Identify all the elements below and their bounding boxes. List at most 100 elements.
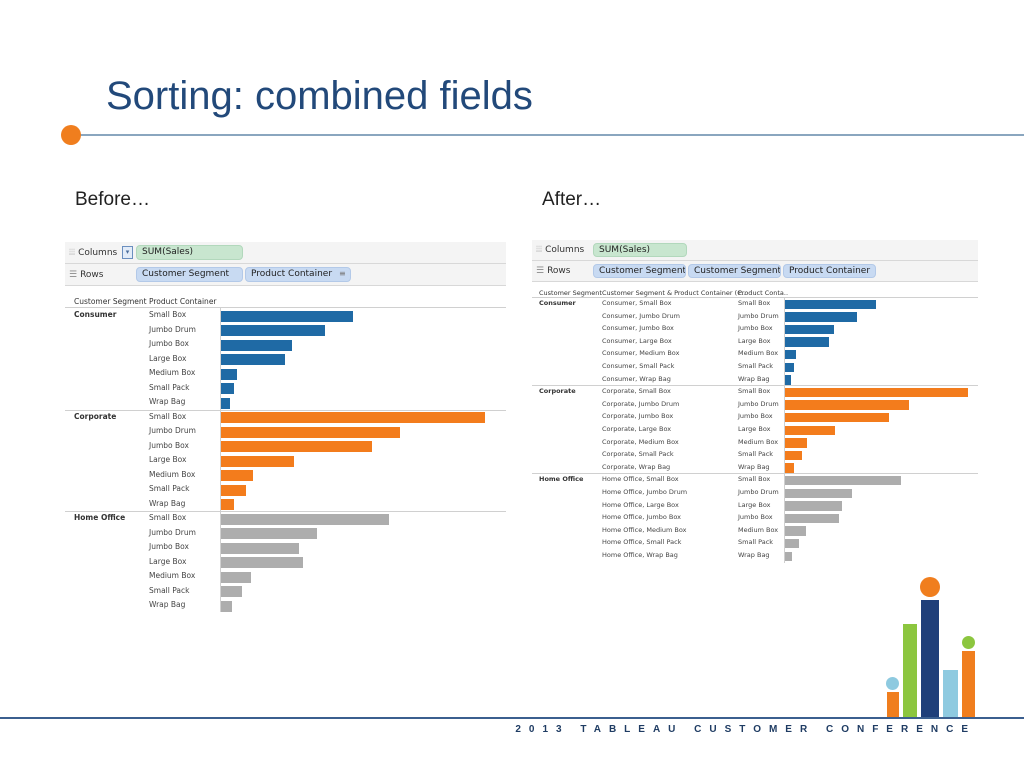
before-worksheet: ⦙⦙⦙ Columns ▾ SUM(Sales) ☰ Rows Customer S…: [65, 242, 506, 612]
combined-label: Consumer, Medium Box: [602, 349, 680, 358]
row-label: Wrap Bag: [738, 374, 770, 383]
segment-divider: [532, 385, 978, 387]
bar: [785, 488, 852, 498]
row-label: Small Pack: [738, 538, 774, 547]
footer-divider: [0, 717, 1024, 719]
rows-pill-combined-field[interactable]: Customer Segment &..: [688, 264, 781, 278]
columns-dropdown-icon[interactable]: ▾: [122, 246, 133, 259]
columns-shelf-label: ⦙⦙⦙ Columns: [69, 248, 117, 258]
rows-pill-customer-segment[interactable]: Customer Segment: [136, 267, 243, 282]
row-label: Jumbo Drum: [738, 399, 779, 408]
row-label: Medium Box: [149, 571, 196, 580]
bar: [785, 513, 839, 524]
combined-label: Home Office, Small Box: [602, 475, 679, 484]
logo-bar: [943, 670, 958, 717]
bar: [785, 324, 834, 335]
combined-label: Corporate, Jumbo Box: [602, 412, 674, 421]
header-divider: [65, 307, 506, 308]
row-label: Large Box: [149, 455, 187, 464]
bar: [221, 383, 234, 394]
segment-label: Home Office: [74, 513, 126, 522]
combined-label: Home Office, Medium Box: [602, 525, 687, 534]
rows-label-text: Rows: [547, 266, 571, 276]
rows-icon: ☰: [536, 266, 545, 276]
segment-label: Consumer: [74, 310, 117, 319]
footer-conference-name: 2013 TABLEAU CUSTOMER CONFERENCE: [515, 724, 976, 735]
row-label: Small Box: [738, 299, 771, 307]
row-label: Small Box: [738, 475, 771, 484]
bar: [785, 526, 806, 536]
rows-pill-customer-segment[interactable]: Customer Segment: [593, 264, 686, 278]
combined-label: Consumer, Small Box: [602, 299, 672, 307]
row-label: Large Box: [149, 353, 187, 363]
bar: [221, 455, 295, 467]
header-customer-segment: Customer Segment: [539, 289, 602, 297]
bar: [785, 551, 792, 561]
row-label: Small Box: [149, 411, 187, 421]
row-label: Large Box: [149, 556, 187, 566]
bar: [785, 438, 807, 448]
segment-label: Consumer: [539, 299, 576, 307]
logo-bar: [887, 692, 899, 717]
row-label: Wrap Bag: [149, 498, 186, 508]
row-label: Small Box: [149, 513, 187, 522]
header-product-container: Product Container: [149, 297, 217, 306]
slide-title: Sorting: combined fields: [106, 74, 533, 118]
header-combined-field: Customer Segment & Product Container (C.…: [602, 289, 746, 297]
bar: [785, 387, 968, 398]
columns-shelf: ⦙⦙⦙ Columns ▾ SUM(Sales): [65, 242, 506, 264]
logo-bar: [962, 651, 975, 717]
columns-label-text: Columns: [78, 248, 118, 258]
row-label: Jumbo Drum: [149, 324, 196, 334]
bar: [785, 538, 799, 549]
bar: [221, 586, 243, 597]
header-divider: [532, 297, 978, 298]
bar: [221, 412, 486, 423]
row-label: Wrap Bag: [738, 462, 770, 471]
rows-pill-product-container[interactable]: Product Container: [245, 267, 351, 282]
row-label: Medium Box: [738, 437, 779, 446]
row-label: Small Pack: [738, 362, 774, 370]
columns-pill-sales[interactable]: SUM(Sales): [136, 245, 243, 260]
columns-icon: ⦙⦙⦙: [536, 245, 543, 255]
bar: [785, 501, 842, 511]
bar: [221, 426, 400, 438]
row-label: Jumbo Drum: [738, 488, 779, 496]
caption-before: Before…: [75, 189, 150, 210]
bar: [221, 513, 389, 525]
row-label: Jumbo Box: [738, 412, 773, 421]
columns-icon: ⦙⦙⦙: [69, 248, 76, 258]
bar: [785, 312, 857, 322]
header-product-container: Product Conta..: [738, 289, 789, 297]
segment-label: Home Office: [539, 475, 584, 484]
row-label: Medium Box: [738, 349, 779, 358]
row-label: Jumbo Drum: [149, 426, 196, 435]
combined-label: Corporate, Large Box: [602, 425, 672, 433]
bar: [221, 528, 318, 539]
logo-dot: [886, 677, 899, 690]
columns-shelf: ⦙⦙⦙ Columns SUM(Sales): [532, 240, 978, 261]
sort-icon[interactable]: ≡: [339, 269, 346, 278]
logo-bar: [921, 600, 939, 717]
row-label: Small Pack: [738, 450, 774, 459]
columns-shelf-label: ⦙⦙⦙ Columns: [536, 245, 584, 255]
segment-label: Corporate: [74, 411, 117, 421]
bar: [785, 349, 796, 360]
segment-divider: [532, 473, 978, 475]
bar: [785, 299, 876, 309]
combined-label: Consumer, Jumbo Drum: [602, 311, 680, 320]
row-label: Small Pack: [149, 382, 190, 392]
combined-label: Consumer, Wrap Bag: [602, 374, 671, 383]
title-divider: [70, 134, 1024, 136]
row-label: Small Box: [149, 310, 187, 319]
row-label: Jumbo Box: [738, 324, 773, 333]
columns-label-text: Columns: [545, 245, 585, 255]
bar: [221, 542, 300, 554]
combined-label: Consumer, Large Box: [602, 336, 672, 345]
columns-pill-sales[interactable]: SUM(Sales): [593, 243, 687, 257]
header-customer-segment: Customer Segment: [74, 297, 147, 306]
rows-pill-product-container[interactable]: Product Container: [783, 264, 876, 278]
row-label: Small Pack: [149, 585, 190, 595]
bar: [221, 310, 354, 322]
combined-label: Corporate, Small Box: [602, 387, 671, 396]
